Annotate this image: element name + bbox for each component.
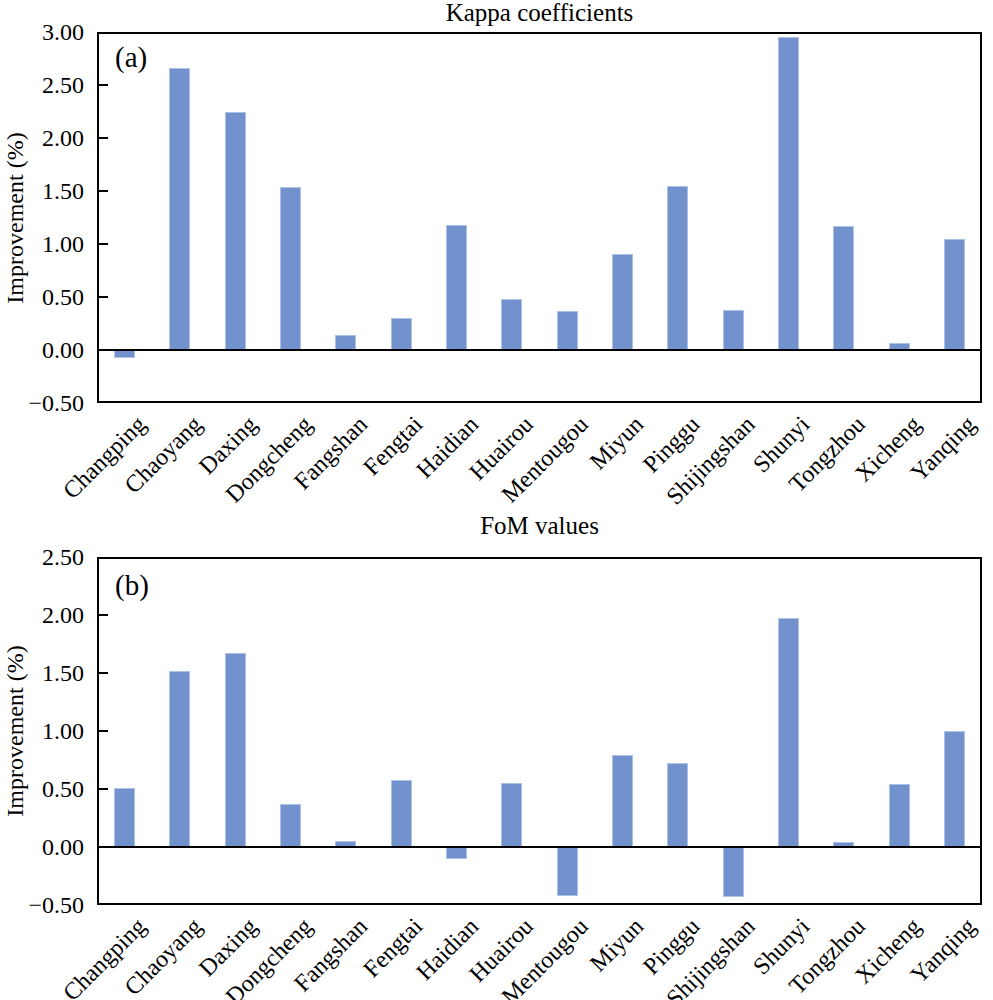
bar-changping (114, 350, 135, 358)
bar-changping (114, 788, 135, 847)
bar-huairou (501, 783, 522, 847)
y-tick-mark (99, 84, 108, 86)
chart-title: Kappa coefficients (97, 0, 982, 28)
y-tick-mark (99, 190, 108, 192)
y-tick-label: 0.50 (0, 283, 84, 311)
chart-title: FoM values (97, 511, 982, 541)
bar-haidian (446, 225, 467, 350)
bar-daxing (225, 653, 246, 847)
y-tick-label: 2.00 (0, 124, 84, 152)
y-tick-label: 0.00 (0, 833, 84, 861)
y-tick-label: 1.50 (0, 177, 84, 205)
bar-xicheng (889, 784, 910, 847)
bar-yanqing (944, 239, 965, 350)
bar-fengtai (391, 780, 412, 847)
y-tick-label: 1.50 (0, 659, 84, 687)
kappa-chart-panel: Kappa coefficients Improvement (%) (a) 3… (0, 0, 993, 510)
bar-shunyi (778, 618, 799, 847)
fom-chart-panel: FoM values Improvement (%) (b) 2.502.001… (0, 510, 993, 1000)
panel-letter: (b) (115, 570, 149, 600)
y-tick-label: −0.50 (0, 891, 84, 919)
bar-chaoyang (169, 671, 190, 847)
y-tick-label: 3.00 (0, 18, 84, 46)
bar-huairou (501, 299, 522, 350)
y-tick-label: 2.50 (0, 543, 84, 571)
bar-haidian (446, 847, 467, 859)
bar-dongcheng (280, 804, 301, 847)
zero-axis-line (97, 846, 982, 848)
y-tick-label: 0.50 (0, 775, 84, 803)
panel-letter: (a) (115, 42, 147, 72)
bar-dongcheng (280, 187, 301, 350)
y-tick-label: 2.00 (0, 601, 84, 629)
y-axis-label: Improvement (%) (2, 132, 29, 303)
y-tick-mark (99, 614, 108, 616)
two-panel-bar-chart-figure: Kappa coefficients Improvement (%) (a) 3… (0, 0, 993, 1000)
y-tick-mark (99, 243, 108, 245)
bar-fengtai (391, 318, 412, 350)
x-axis-label: Miyun (585, 411, 649, 475)
y-tick-mark (99, 137, 108, 139)
bar-shunyi (778, 37, 799, 350)
bar-miyun (612, 254, 633, 350)
y-tick-label: 2.50 (0, 71, 84, 99)
y-tick-mark (99, 788, 108, 790)
y-tick-label: 1.00 (0, 230, 84, 258)
y-tick-label: 0.00 (0, 336, 84, 364)
y-tick-label: −0.50 (0, 389, 84, 417)
y-tick-mark (99, 730, 108, 732)
bar-tongzhou (833, 226, 854, 350)
bar-pinggu (667, 763, 688, 847)
x-axis-label: Miyun (585, 913, 649, 977)
bar-daxing (225, 112, 246, 351)
y-tick-mark (99, 296, 108, 298)
bar-pinggu (667, 186, 688, 350)
bar-fangshan (335, 335, 356, 350)
y-tick-mark (99, 672, 108, 674)
bar-mentougou (557, 311, 578, 350)
bar-shijingshan (723, 310, 744, 350)
y-tick-label: 1.00 (0, 717, 84, 745)
bar-miyun (612, 755, 633, 847)
bar-mentougou (557, 847, 578, 896)
bar-yanqing (944, 731, 965, 847)
bar-shijingshan (723, 847, 744, 897)
zero-axis-line (97, 349, 982, 351)
bar-chaoyang (169, 68, 190, 350)
